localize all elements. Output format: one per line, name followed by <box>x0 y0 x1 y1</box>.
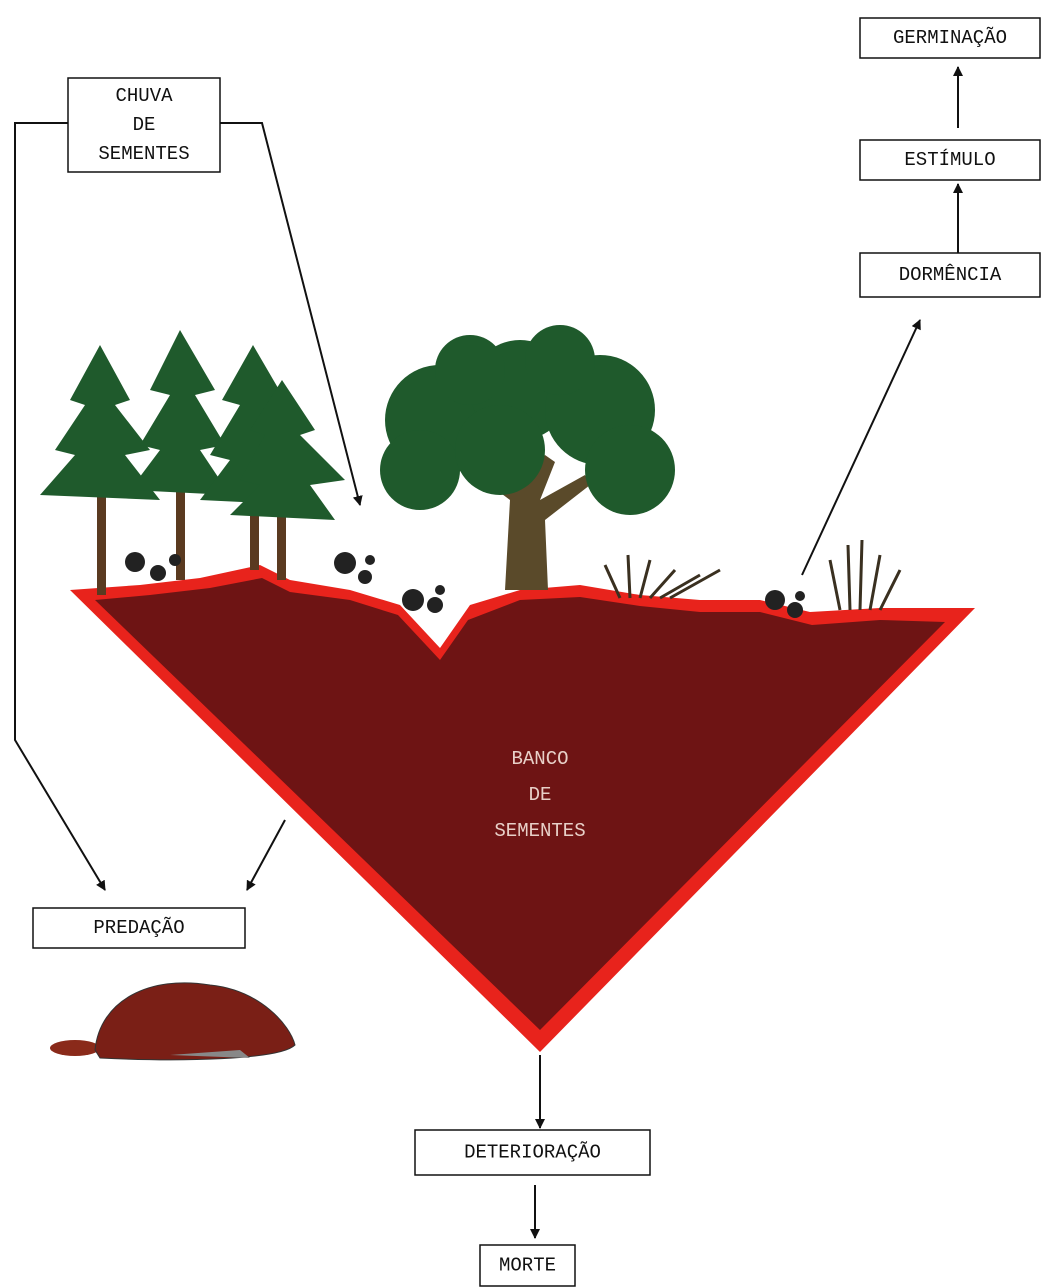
node-label: DETERIORAÇÃO <box>464 1142 601 1164</box>
node-label: DE <box>529 784 552 806</box>
node-label: BANCO <box>511 748 568 770</box>
node-label: PREDAÇÃO <box>93 917 184 939</box>
broad-tree <box>380 325 675 590</box>
node-label: CHUVA <box>115 85 173 107</box>
node-label: SEMENTES <box>98 143 189 165</box>
node-label: MORTE <box>499 1255 556 1277</box>
soil <box>70 565 975 1052</box>
node-label: DE <box>133 114 156 136</box>
beaver <box>50 983 295 1060</box>
node-label: SEMENTES <box>494 820 585 842</box>
pine-trees <box>40 330 345 595</box>
node-label: ESTÍMULO <box>904 149 995 171</box>
diagram: GERMINAÇÃO ESTÍMULO DORMÊNCIA CHUVA DE SEMENT… <box>0 0 1047 1287</box>
node-label: DORMÊNCIA <box>899 264 1002 286</box>
node-label: GERMINAÇÃO <box>893 27 1007 49</box>
